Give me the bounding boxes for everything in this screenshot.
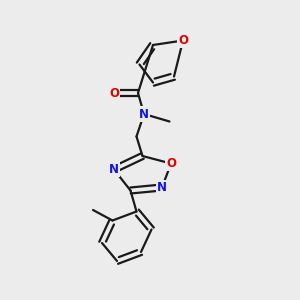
Text: O: O <box>109 86 119 100</box>
Text: N: N <box>109 163 119 176</box>
Text: N: N <box>139 107 149 121</box>
Text: O: O <box>166 157 176 170</box>
Text: O: O <box>178 34 188 47</box>
Text: N: N <box>157 181 167 194</box>
